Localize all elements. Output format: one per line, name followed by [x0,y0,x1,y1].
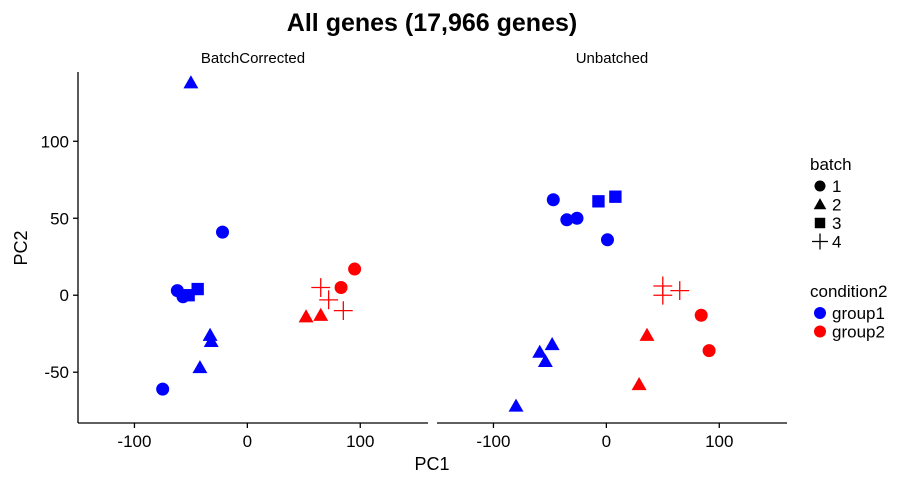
chart-title: All genes (17,966 genes) [287,9,577,37]
data-point [670,281,690,301]
x-tick-label: 100 [705,432,733,451]
data-point [508,398,524,412]
data-point [216,225,230,239]
legend-key-batch [813,198,827,210]
legend-label-batch: 2 [832,196,841,215]
y-tick-label: 100 [41,132,69,151]
data-point [592,195,605,208]
legend-label-batch: 4 [832,233,841,252]
data-point [192,360,208,374]
data-point [311,278,331,297]
panel-strip-label: Unbatched [576,50,649,67]
data-point [348,262,362,276]
data-point [202,327,218,341]
y-tick-label: 0 [60,286,69,305]
legend-key-batch [812,233,828,250]
panel: -100 0 100 [437,190,787,451]
data-point [653,285,673,305]
data-point [532,344,548,358]
data-point [298,309,314,323]
data-point [702,344,716,358]
y-tick-label: 50 [50,209,69,228]
x-tick-label: -100 [476,432,510,451]
x-axis-label: PC1 [414,454,449,474]
legend-label-condition2: group1 [832,304,885,323]
legend-title-batch: batch [810,155,852,174]
data-point [609,190,622,203]
x-tick-label: 0 [243,432,252,451]
legend-label-batch: 1 [832,177,841,196]
data-point [203,333,219,348]
data-point [313,307,329,321]
data-point [570,211,584,225]
data-point [334,281,348,295]
legend-key-condition2 [814,325,826,338]
legend-label-batch: 3 [832,214,841,233]
legend-key-batch [814,180,826,192]
panel: -100 0 100 -50 0 50 100 [41,72,428,451]
x-tick-label: -100 [117,432,151,451]
data-point [333,301,353,321]
panel-strip-label: BatchCorrected [201,50,305,67]
legend-title-condition2: condition2 [810,282,888,301]
x-tick-label: 100 [346,432,374,451]
data-point [319,290,339,310]
data-point [694,308,708,322]
legend-label-condition2: group2 [832,323,885,342]
data-point [156,382,170,396]
data-point [183,75,199,89]
panels-layer: -100 0 100 -50 0 50 100 -100 0 100 [41,72,787,451]
data-point [191,282,204,296]
y-tick-label: -50 [44,363,69,382]
data-point [544,337,560,351]
legend-key-condition2 [814,307,826,319]
x-tick-label: 0 [602,432,611,451]
data-point [560,213,574,227]
legend-key-batch [814,217,826,229]
data-point [537,353,553,368]
data-point [639,327,655,341]
data-point [631,377,647,391]
data-point [600,233,614,247]
y-axis-label: PC2 [11,230,31,265]
data-point [546,193,560,207]
